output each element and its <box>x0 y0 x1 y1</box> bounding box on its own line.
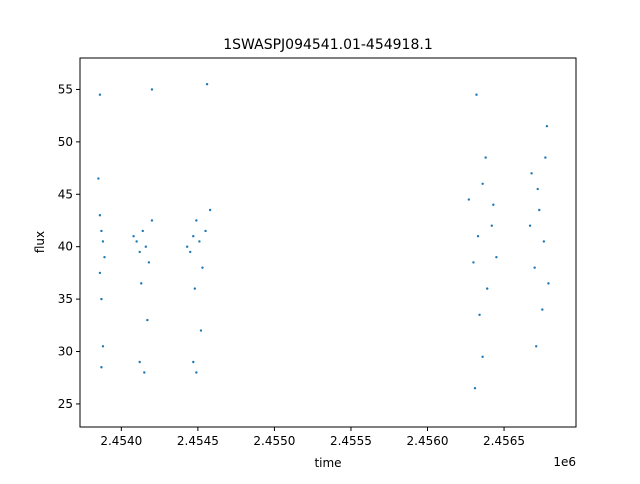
x-tick-label: 2.4565 <box>483 434 525 448</box>
data-point <box>192 360 195 364</box>
y-tick-label: 40 <box>58 240 73 254</box>
data-point <box>100 297 103 301</box>
data-point <box>481 355 484 358</box>
y-axis-label: flux <box>33 231 47 253</box>
data-point <box>101 345 105 348</box>
data-point <box>103 255 106 259</box>
x-tick-label: 2.4545 <box>177 434 219 448</box>
data-point <box>545 124 549 128</box>
data-point <box>547 282 550 285</box>
data-point <box>481 182 484 185</box>
data-point <box>146 318 149 322</box>
data-point <box>542 240 546 243</box>
data-point <box>528 224 532 227</box>
data-point <box>530 172 533 175</box>
data-point <box>97 177 100 180</box>
data-point <box>101 240 105 243</box>
x-axis: 2.4540 2.4545 2.4550 2.4555 2.4560 2.4565 <box>100 427 525 448</box>
y-tick-label: 55 <box>58 82 73 96</box>
data-point <box>144 245 148 248</box>
data-point <box>201 266 204 269</box>
data-point <box>495 255 498 259</box>
data-point <box>478 313 481 317</box>
x-tick-label: 2.4550 <box>253 434 295 448</box>
x-offset-label: 1e6 <box>553 455 576 469</box>
data-point <box>533 266 536 269</box>
y-tick-label: 50 <box>58 135 73 149</box>
data-point <box>199 329 203 332</box>
x-tick-label: 2.4555 <box>330 434 372 448</box>
data-point <box>132 235 135 238</box>
plot-frame <box>79 57 577 428</box>
y-tick-label: 25 <box>58 397 73 411</box>
chart-title: 1SWASPJ094541.01-454918.1 <box>223 37 432 53</box>
y-tick-label: 35 <box>58 292 73 306</box>
data-point <box>544 156 547 159</box>
data-point <box>484 156 487 159</box>
x-tick-label: 2.4540 <box>100 434 142 448</box>
data-point <box>98 214 102 217</box>
data-point <box>475 93 478 96</box>
data-point <box>147 261 151 264</box>
data-point <box>135 240 138 243</box>
data-point <box>538 208 541 212</box>
data-point <box>150 88 154 91</box>
data-point <box>472 261 475 264</box>
y-axis: 25 30 35 40 45 50 55 <box>58 82 80 411</box>
data-point <box>140 282 143 285</box>
data-point <box>198 240 201 243</box>
data-point <box>208 208 212 212</box>
data-point <box>490 224 494 227</box>
data-point <box>100 366 103 369</box>
data-point <box>473 387 477 390</box>
data-point <box>185 245 189 248</box>
data-point <box>138 250 141 254</box>
data-point <box>98 271 102 275</box>
data-points <box>97 83 550 390</box>
data-point <box>150 219 154 222</box>
data-point <box>534 345 538 348</box>
data-point <box>195 371 198 374</box>
data-point <box>98 93 102 96</box>
data-point <box>204 229 207 233</box>
data-point <box>541 308 544 311</box>
data-point <box>492 203 495 206</box>
x-axis-label: time <box>314 456 341 470</box>
y-tick-label: 30 <box>58 345 73 359</box>
data-point <box>205 83 209 86</box>
data-point <box>195 219 198 222</box>
data-point <box>189 250 192 254</box>
x-tick-label: 2.4560 <box>407 434 449 448</box>
data-point <box>192 235 195 238</box>
y-tick-label: 45 <box>58 187 73 201</box>
data-point <box>467 198 471 201</box>
data-point <box>486 287 489 290</box>
data-point <box>100 229 103 233</box>
data-point <box>536 187 539 191</box>
data-point <box>193 287 197 290</box>
data-point <box>143 371 146 374</box>
data-point <box>141 229 144 233</box>
data-point <box>138 360 141 364</box>
data-point <box>476 235 480 238</box>
